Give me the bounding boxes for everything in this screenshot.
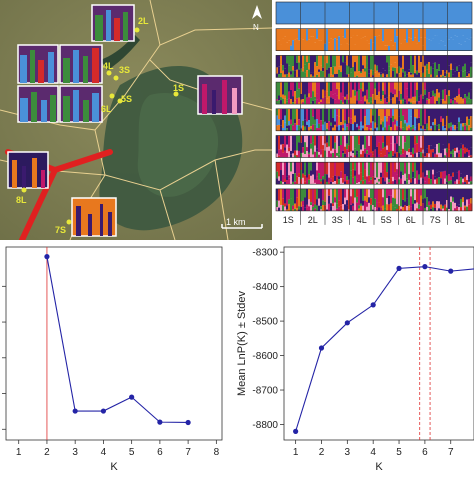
plot-frame bbox=[284, 247, 474, 440]
inset-1S bbox=[198, 76, 242, 114]
site-label-5S: 5S bbox=[121, 94, 132, 104]
x-tick-label: 1 bbox=[16, 447, 22, 458]
population-label-8L: 8L bbox=[455, 215, 465, 225]
population-label-4L: 4L bbox=[357, 215, 367, 225]
delta-k-chart: -8400-8500-8600-8700-880012345678K bbox=[0, 243, 232, 474]
y-tick-label: -8400 bbox=[252, 282, 278, 293]
plot-frame bbox=[6, 247, 222, 440]
population-label-3S: 3S bbox=[332, 215, 343, 225]
data-point bbox=[319, 345, 324, 350]
data-point bbox=[293, 429, 298, 434]
x-tick-label: 3 bbox=[72, 447, 78, 458]
site-label-7S: 7S bbox=[55, 225, 66, 235]
population-label-7S: 7S bbox=[430, 215, 441, 225]
x-tick-label: 6 bbox=[422, 447, 428, 458]
y-tick-label: -8800 bbox=[252, 420, 278, 431]
x-tick-label: 8 bbox=[214, 447, 220, 458]
data-point bbox=[396, 266, 401, 271]
data-point bbox=[73, 408, 78, 413]
x-tick-label: 2 bbox=[44, 447, 50, 458]
data-point bbox=[44, 254, 49, 259]
data-point bbox=[129, 395, 134, 400]
inset-3S bbox=[60, 45, 102, 83]
structure-bar-panel: 1S 2L 3S 4L 5S 6L 7S 8L bbox=[274, 0, 474, 240]
x-tick-label: 7 bbox=[185, 447, 191, 458]
data-point bbox=[345, 320, 350, 325]
data-point bbox=[186, 420, 191, 425]
x-tick-label: 5 bbox=[129, 447, 135, 458]
lnp-k-chart: -8300 -8400 -8500 -8600 -8700 -8800 1 2 3 4 5 6 7 K Me… bbox=[232, 243, 474, 474]
site-label-6L: 6L bbox=[101, 104, 112, 114]
population-label-6L: 6L bbox=[406, 215, 416, 225]
inset-8L bbox=[8, 152, 48, 188]
x-tick-label: 3 bbox=[345, 447, 351, 458]
x-tick-label: 7 bbox=[448, 447, 454, 458]
site-label-2L: 2L bbox=[138, 16, 149, 26]
x-tick-label: 5 bbox=[396, 447, 402, 458]
y-axis-label: Mean LnP(K) ± Stdev bbox=[236, 290, 248, 396]
inset-5S bbox=[60, 86, 102, 122]
map-panel: 2L 4L 3S 6L 5S 1S 8L 7S N 1 km bbox=[0, 0, 272, 240]
inset-4L bbox=[18, 45, 58, 83]
inset-6L bbox=[18, 86, 58, 122]
y-tick-label: -8300 bbox=[252, 248, 278, 259]
data-point bbox=[101, 408, 106, 413]
delta-k-plot: -8400-8500-8600-8700-880012345678K bbox=[0, 243, 232, 474]
structure-bar-plot: 1S 2L 3S 4L 5S 6L 7S 8L bbox=[274, 0, 474, 240]
site-label-8L: 8L bbox=[16, 195, 27, 205]
site-label-3S: 3S bbox=[119, 65, 130, 75]
x-axis-label: K bbox=[110, 461, 118, 473]
lnp-k-plot: -8300 -8400 -8500 -8600 -8700 -8800 1 2 3 4 5 6 7 K Me… bbox=[232, 243, 474, 474]
data-point bbox=[422, 264, 427, 269]
scale-label: 1 km bbox=[226, 217, 246, 227]
data-point bbox=[157, 420, 162, 425]
satellite-map: 2L 4L 3S 6L 5S 1S 8L 7S N 1 km bbox=[0, 0, 272, 240]
series-line bbox=[47, 257, 188, 423]
x-tick-label: 4 bbox=[370, 447, 376, 458]
site-label-4L: 4L bbox=[103, 61, 114, 71]
inset-2L bbox=[92, 5, 134, 41]
x-axis-label: K bbox=[375, 461, 383, 473]
north-label: N bbox=[253, 23, 259, 32]
x-tick-label: 1 bbox=[293, 447, 299, 458]
data-point bbox=[371, 302, 376, 307]
data-point bbox=[448, 269, 453, 274]
population-label-2L: 2L bbox=[308, 215, 318, 225]
x-tick-label: 2 bbox=[319, 447, 325, 458]
inset-7S bbox=[72, 198, 116, 236]
y-tick-label: -8600 bbox=[252, 351, 278, 362]
x-tick-label: 6 bbox=[157, 447, 163, 458]
population-label-1S: 1S bbox=[283, 215, 294, 225]
x-tick-label: 4 bbox=[101, 447, 107, 458]
y-tick-label: -8700 bbox=[252, 386, 278, 397]
y-tick-label: -8500 bbox=[252, 317, 278, 328]
site-label-1S: 1S bbox=[173, 83, 184, 93]
population-label-5S: 5S bbox=[381, 215, 392, 225]
